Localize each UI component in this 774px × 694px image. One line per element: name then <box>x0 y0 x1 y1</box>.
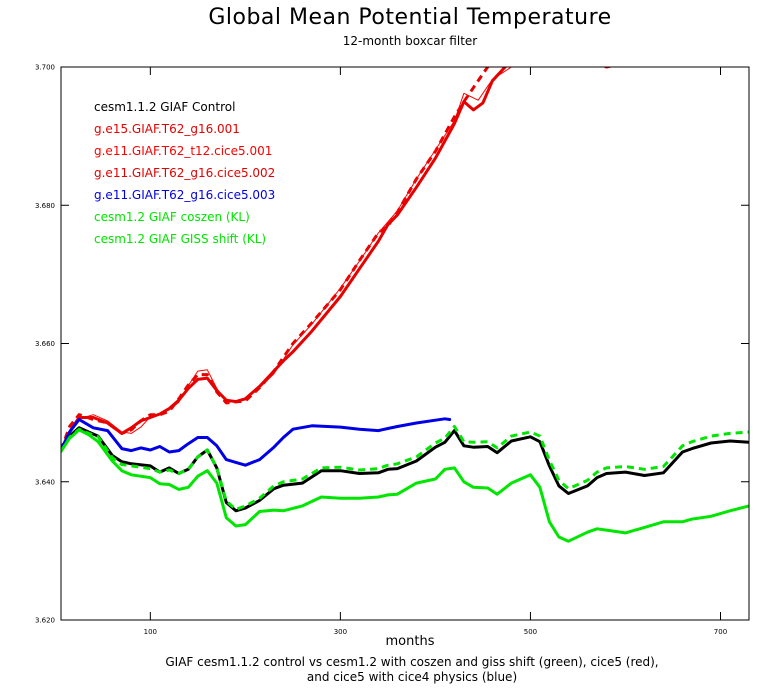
caption-line-2: and cice5 with cice4 physics (blue) <box>307 670 517 684</box>
x-tick-label: 300 <box>334 628 347 636</box>
legend-entry-4: g.e11.GIAF.T62_g16.cice5.002 <box>94 166 275 180</box>
series-line-4 <box>61 67 614 452</box>
x-axis-label: months <box>386 634 435 649</box>
y-tick-label: 3.700 <box>35 64 55 72</box>
chart-subtitle: 12-month boxcar filter <box>343 34 478 48</box>
y-tick-label: 3.680 <box>35 202 55 210</box>
y-tick-labels: 3.620 3.640 3.660 3.680 3.700 <box>35 64 55 625</box>
x-tick-label: 700 <box>714 628 727 636</box>
x-tick-labels: 100 300 500 700 <box>144 628 728 636</box>
series-line-7 <box>61 428 749 543</box>
series-layer <box>61 67 749 543</box>
legend-entry-7: cesm1.2 GIAF GISS shift (KL) <box>94 232 266 246</box>
series-line-6 <box>61 425 749 511</box>
legend-entry-5: g.e11.GIAF.T62_g16.cice5.003 <box>94 188 275 202</box>
legend-entry-1: cesm1.1.2 GIAF Control <box>94 100 235 114</box>
legend: cesm1.1.2 GIAF Control g.e15.GIAF.T62_g16… <box>94 100 275 246</box>
y-tick-label: 3.620 <box>35 617 55 625</box>
y-tick-label: 3.660 <box>35 340 55 348</box>
legend-entry-6: cesm1.2 GIAF coszen (KL) <box>94 210 250 224</box>
caption-line-1: GIAF cesm1.1.2 control vs cesm1.2 with c… <box>165 655 658 669</box>
y-tick-label: 3.640 <box>35 478 55 486</box>
series-line-5 <box>61 417 452 467</box>
chart-title: Global Mean Potential Temperature <box>208 5 611 30</box>
x-tick-label: 100 <box>144 628 157 636</box>
plot-frame <box>60 66 750 621</box>
legend-entry-3: g.e11.GIAF.T62_t12.cice5.001 <box>94 144 272 158</box>
legend-entry-2: g.e15.GIAF.T62_g16.001 <box>94 122 240 136</box>
axis-ticks <box>61 66 749 621</box>
x-tick-label: 500 <box>524 628 537 636</box>
